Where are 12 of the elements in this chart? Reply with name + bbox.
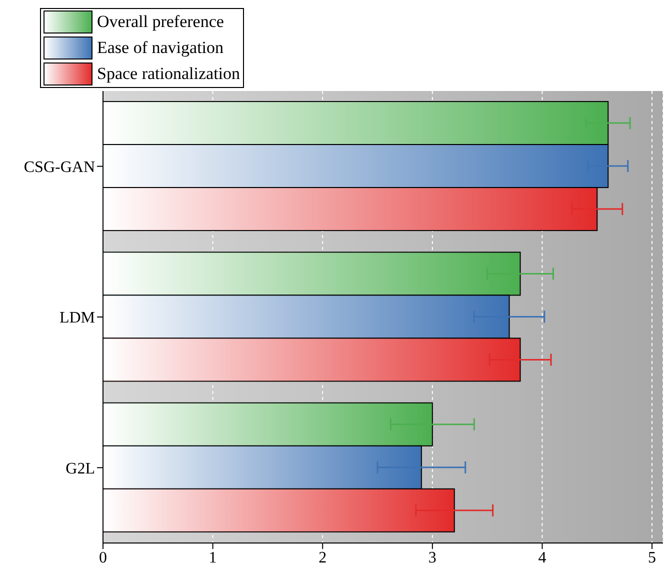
legend-label: Ease of navigation (97, 38, 225, 58)
y-tick-label: LDM (59, 310, 95, 327)
y-tick-label: G2L (66, 460, 95, 478)
x-tick-label: 5 (648, 549, 656, 566)
x-tick-label: 3 (428, 549, 436, 566)
x-tick-label: 4 (538, 549, 546, 566)
y-tick-label: CSG-GAN (24, 159, 96, 176)
x-tick-label: 1 (208, 549, 217, 566)
legend-label: Space rationalization (97, 64, 242, 84)
legend-label: Overall preference (97, 12, 225, 32)
x-tick-label: 2 (318, 549, 327, 566)
x-tick-label: 0 (99, 549, 107, 566)
